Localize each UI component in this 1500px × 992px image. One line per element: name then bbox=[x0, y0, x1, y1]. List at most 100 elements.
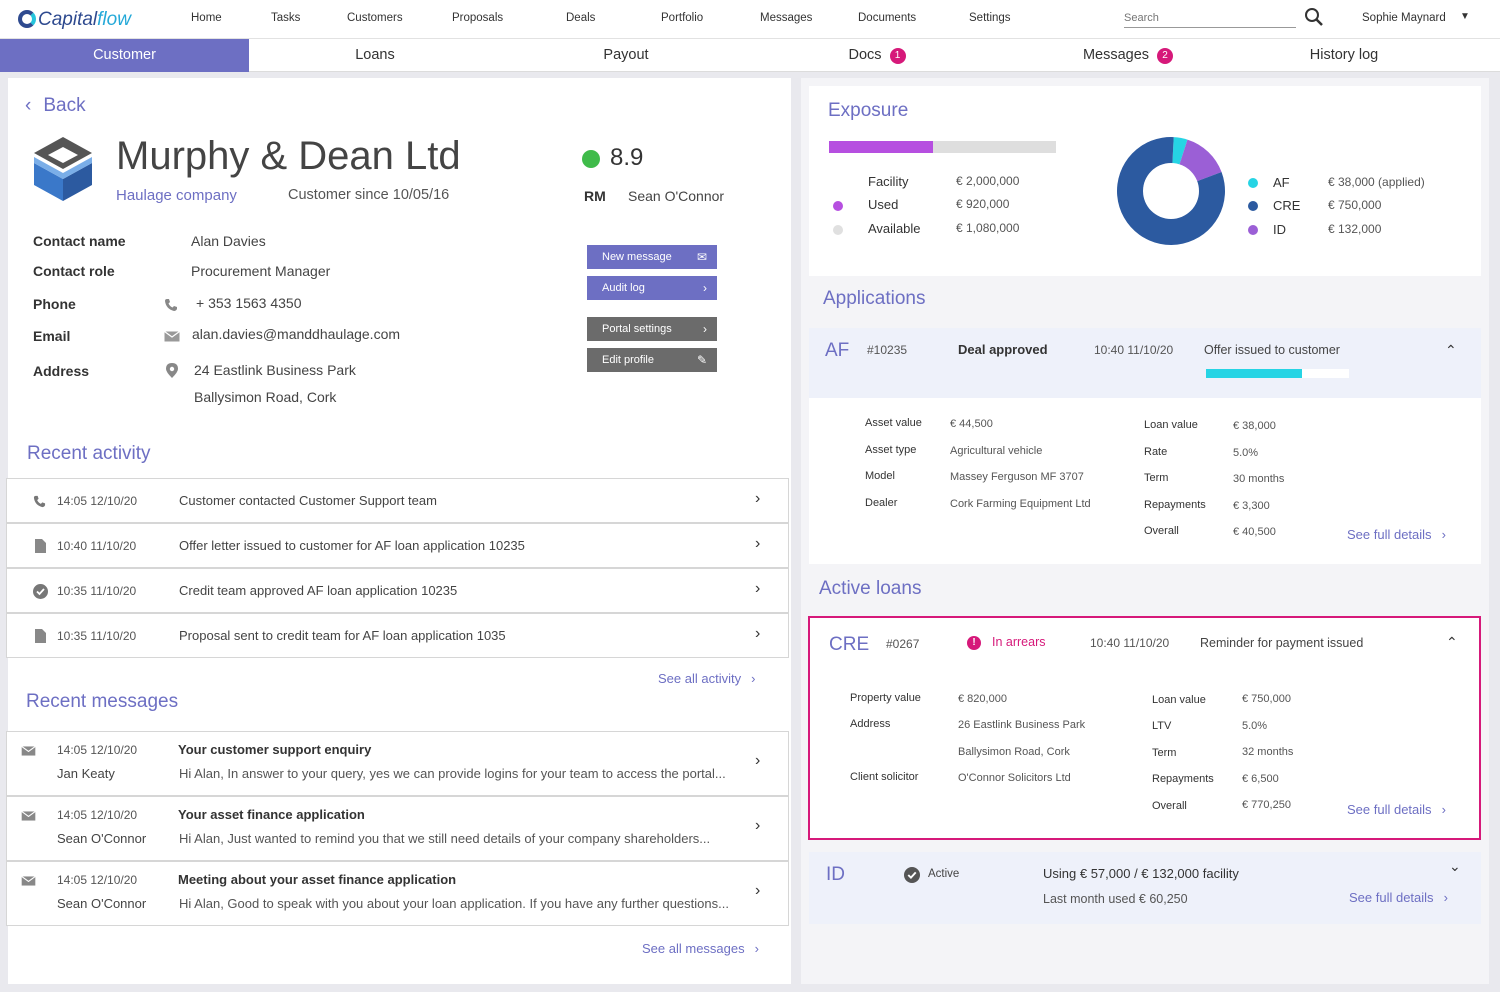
used-value: € 920,000 bbox=[956, 197, 1010, 211]
pencil-icon: ✎ bbox=[696, 353, 707, 367]
id-loan-card[interactable]: ID Active Using € 57,000 / € 132,000 fac… bbox=[809, 852, 1481, 924]
email[interactable]: alan.davies@manddhaulage.com bbox=[192, 326, 401, 342]
cre-loan-type: CRE bbox=[829, 634, 870, 655]
facility-label: Facility bbox=[868, 174, 909, 189]
id-loan-using: Using € 57,000 / € 132,000 facility bbox=[1043, 866, 1239, 881]
rm-label: RM bbox=[584, 188, 606, 204]
tab-bar: Customer Loans Payout Docs 1 Messages 2 Hi… bbox=[0, 39, 1500, 72]
address-label: Address bbox=[33, 363, 90, 379]
alert-icon: ! bbox=[967, 636, 981, 650]
chevron-right-icon: › bbox=[1441, 527, 1446, 542]
chevron-down-icon[interactable]: ⌄ bbox=[1449, 858, 1461, 874]
application-see-full-details[interactable]: See full details › bbox=[1347, 527, 1446, 542]
used-label: Used bbox=[868, 197, 899, 212]
nav-settings[interactable]: Settings bbox=[969, 12, 1011, 24]
mail-icon bbox=[21, 811, 36, 821]
back-link[interactable]: ‹ Back bbox=[25, 95, 86, 116]
application-type: AF bbox=[825, 340, 850, 361]
id-loan-status: Active bbox=[928, 868, 960, 880]
tab-docs[interactable]: Docs 1 bbox=[752, 39, 1002, 72]
id-legend-dot bbox=[1248, 225, 1258, 235]
tab-customer[interactable]: Customer bbox=[0, 39, 249, 72]
nav-deals[interactable]: Deals bbox=[566, 12, 596, 24]
customer-score: 8.9 bbox=[610, 144, 644, 171]
chevron-down-icon[interactable]: ▼ bbox=[1460, 11, 1470, 22]
application-id: #10235 bbox=[867, 343, 908, 357]
chevron-up-icon[interactable]: ⌃ bbox=[1446, 634, 1458, 650]
id-see-full-details[interactable]: See full details › bbox=[1349, 890, 1448, 905]
chevron-right-icon: › bbox=[1441, 802, 1446, 817]
rm-name: Sean O'Connor bbox=[628, 188, 725, 204]
audit-log-button[interactable]: Audit log › bbox=[587, 276, 717, 300]
af-legend-label: AF bbox=[1273, 175, 1290, 190]
message-row[interactable]: 14:05 12/10/20 Jan Keaty Your customer s… bbox=[6, 731, 789, 796]
exposure-title: Exposure bbox=[828, 100, 909, 121]
user-name[interactable]: Sophie Maynard bbox=[1362, 12, 1446, 24]
mail-icon bbox=[21, 746, 36, 756]
activity-row[interactable]: 10:35 11/10/20 Credit team approved AF l… bbox=[6, 568, 789, 613]
envelope-icon: ✉ bbox=[696, 250, 707, 264]
see-all-activity-link[interactable]: See all activity › bbox=[658, 671, 756, 686]
nav-proposals[interactable]: Proposals bbox=[452, 12, 504, 24]
applications-title: Applications bbox=[823, 288, 926, 309]
email-label: Email bbox=[33, 328, 71, 344]
application-status: Deal approved bbox=[958, 342, 1048, 357]
application-note: Offer issued to customer bbox=[1204, 343, 1340, 357]
new-message-button[interactable]: New message ✉ bbox=[587, 245, 717, 269]
phone[interactable]: + 353 1563 4350 bbox=[196, 295, 302, 311]
id-loan-type: ID bbox=[826, 864, 845, 885]
customer-since: Customer since 10/05/16 bbox=[288, 187, 450, 203]
location-pin-icon bbox=[166, 363, 178, 378]
af-legend-dot bbox=[1248, 178, 1258, 188]
logo[interactable]: Capitalflow bbox=[18, 9, 131, 31]
active-loans-title: Active loans bbox=[819, 578, 922, 599]
cre-see-full-details[interactable]: See full details › bbox=[1347, 802, 1446, 817]
chevron-right-icon: › bbox=[1443, 890, 1448, 905]
cre-loan-note: Reminder for payment issued bbox=[1200, 636, 1364, 650]
recent-messages-title: Recent messages bbox=[26, 691, 179, 712]
cre-loan-card: CRE #0267 ! In arrears 10:40 11/10/20 Re… bbox=[808, 616, 1481, 840]
available-dot bbox=[833, 225, 843, 235]
nav-portfolio[interactable]: Portfolio bbox=[661, 12, 704, 24]
nav-tasks[interactable]: Tasks bbox=[271, 12, 301, 24]
search-icon[interactable] bbox=[1304, 7, 1324, 27]
tab-history-log[interactable]: History log bbox=[1309, 47, 1379, 63]
application-card: AF #10235 Deal approved 10:40 11/10/20 O… bbox=[809, 328, 1481, 564]
tab-messages[interactable]: Messages 2 bbox=[1003, 39, 1253, 72]
tab-payout[interactable]: Payout bbox=[603, 47, 649, 63]
recent-activity-title: Recent activity bbox=[27, 443, 151, 464]
logo-mark-icon bbox=[18, 10, 36, 28]
chevron-right-icon: › bbox=[703, 281, 707, 295]
chevron-up-icon[interactable]: ⌃ bbox=[1445, 342, 1457, 358]
see-all-messages-link[interactable]: See all messages › bbox=[642, 941, 759, 956]
application-progress bbox=[1206, 369, 1349, 378]
tab-loans[interactable]: Loans bbox=[355, 47, 395, 63]
exposure-donut bbox=[1117, 137, 1225, 245]
address-line-1: 24 Eastlink Business Park bbox=[194, 362, 356, 378]
chevron-right-icon: › bbox=[703, 322, 707, 336]
message-row[interactable]: 14:05 12/10/20 Sean O'Connor Your asset … bbox=[6, 796, 789, 861]
check-circle-icon bbox=[904, 867, 920, 883]
message-row[interactable]: 14:05 12/10/20 Sean O'Connor Meeting abo… bbox=[6, 861, 789, 926]
application-header[interactable]: AF #10235 Deal approved 10:40 11/10/20 O… bbox=[809, 328, 1481, 398]
activity-row[interactable]: 10:40 11/10/20 Offer letter issued to cu… bbox=[6, 523, 789, 568]
chevron-right-icon: › bbox=[755, 817, 761, 834]
contact-role-label: Contact role bbox=[33, 263, 115, 279]
cre-loan-id: #0267 bbox=[886, 637, 920, 651]
af-legend-value: € 38,000 (applied) bbox=[1328, 175, 1425, 189]
cre-legend-label: CRE bbox=[1273, 198, 1301, 213]
nav-customers[interactable]: Customers bbox=[347, 12, 403, 24]
portal-settings-button[interactable]: Portal settings › bbox=[587, 317, 717, 341]
nav-home[interactable]: Home bbox=[191, 12, 222, 24]
phone-icon bbox=[165, 299, 177, 311]
search-input[interactable] bbox=[1124, 8, 1296, 28]
nav-messages[interactable]: Messages bbox=[760, 12, 813, 24]
exposure-bar-fill bbox=[829, 141, 934, 153]
chevron-right-icon: › bbox=[755, 625, 761, 642]
activity-row[interactable]: 10:35 11/10/20 Proposal sent to credit t… bbox=[6, 613, 789, 658]
cre-legend-value: € 750,000 bbox=[1328, 198, 1382, 212]
edit-profile-button[interactable]: Edit profile ✎ bbox=[587, 348, 717, 372]
company-logo bbox=[34, 137, 92, 201]
nav-documents[interactable]: Documents bbox=[858, 12, 917, 24]
activity-row[interactable]: 14:05 12/10/20 Customer contacted Custom… bbox=[6, 478, 789, 523]
